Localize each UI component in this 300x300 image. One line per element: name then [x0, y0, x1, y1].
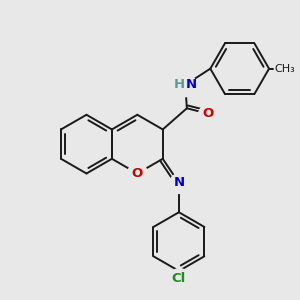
- Text: CH₃: CH₃: [275, 64, 296, 74]
- Text: N: N: [173, 176, 184, 189]
- Text: H: H: [173, 78, 184, 91]
- Text: Cl: Cl: [172, 272, 186, 285]
- Text: N: N: [186, 78, 197, 91]
- Text: O: O: [202, 107, 214, 120]
- Text: O: O: [132, 167, 143, 180]
